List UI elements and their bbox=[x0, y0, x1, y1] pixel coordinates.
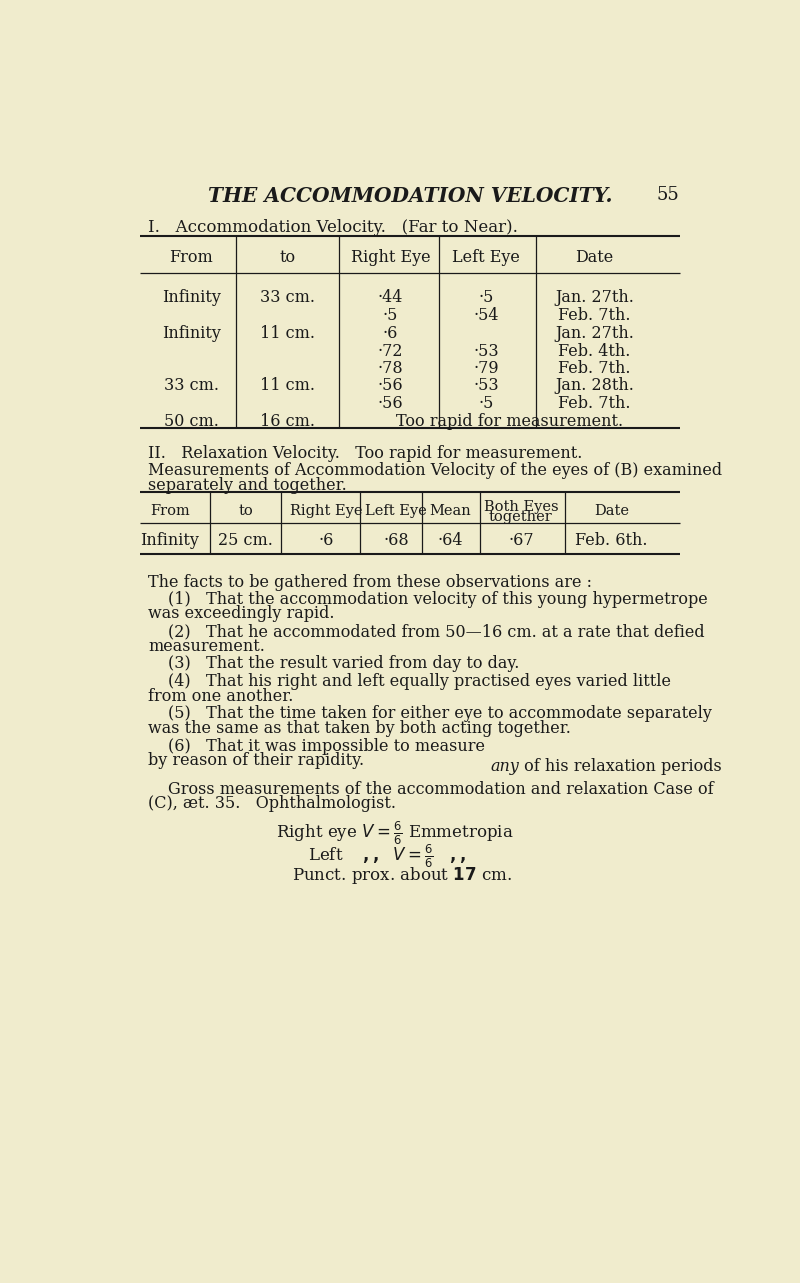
Text: I.   Accommodation Velocity.   (Far to Near).: I. Accommodation Velocity. (Far to Near)… bbox=[148, 219, 518, 236]
Text: any: any bbox=[490, 758, 519, 775]
Text: (6)   That it was impossible to measure: (6) That it was impossible to measure bbox=[168, 738, 490, 754]
Text: 33 cm.: 33 cm. bbox=[260, 290, 315, 307]
Text: ·56: ·56 bbox=[378, 377, 403, 394]
Text: Right eye $V = \frac{6}{6}$ Emmetropia: Right eye $V = \frac{6}{6}$ Emmetropia bbox=[276, 820, 514, 847]
Text: Left Eye: Left Eye bbox=[452, 249, 520, 267]
Text: Date: Date bbox=[575, 249, 614, 267]
Text: to: to bbox=[279, 249, 296, 267]
Text: Jan. 28th.: Jan. 28th. bbox=[555, 377, 634, 394]
Text: ·44: ·44 bbox=[378, 290, 403, 307]
Text: 11 cm.: 11 cm. bbox=[260, 377, 315, 394]
Text: to: to bbox=[238, 504, 253, 518]
Text: From: From bbox=[170, 249, 214, 267]
Text: ·67: ·67 bbox=[508, 532, 534, 549]
Text: by reason of their rapidity.: by reason of their rapidity. bbox=[148, 752, 364, 770]
Text: was the same as that taken by both acting together.: was the same as that taken by both actin… bbox=[148, 720, 571, 736]
Text: (1)   That the accommodation velocity of this young hypermetrope: (1) That the accommodation velocity of t… bbox=[168, 590, 708, 608]
Text: ·53: ·53 bbox=[473, 343, 498, 359]
Text: ·68: ·68 bbox=[383, 532, 409, 549]
Text: Left    $\mathbf{,,}$  $V = \frac{6}{6}$   $\mathbf{,,}$: Left $\mathbf{,,}$ $V = \frac{6}{6}$ $\m… bbox=[308, 843, 466, 870]
Text: Feb. 4th.: Feb. 4th. bbox=[558, 343, 630, 359]
Text: Gross measurements of the accommodation and relaxation Case of: Gross measurements of the accommodation … bbox=[168, 781, 714, 798]
Text: 11 cm.: 11 cm. bbox=[260, 325, 315, 341]
Text: Measurements of Accommodation Velocity of the eyes of (B) examined: Measurements of Accommodation Velocity o… bbox=[148, 462, 722, 479]
Text: ·54: ·54 bbox=[474, 307, 498, 325]
Text: 55: 55 bbox=[657, 186, 680, 204]
Text: (2)   That he accommodated from 50—16 cm. at a rate that defied: (2) That he accommodated from 50—16 cm. … bbox=[168, 622, 705, 640]
Text: of his relaxation periods: of his relaxation periods bbox=[519, 758, 722, 775]
Text: From: From bbox=[150, 504, 190, 518]
Text: Feb. 7th.: Feb. 7th. bbox=[558, 307, 630, 325]
Text: Left Eye: Left Eye bbox=[365, 504, 427, 518]
Text: Feb. 7th.: Feb. 7th. bbox=[558, 359, 630, 376]
Text: Jan. 27th.: Jan. 27th. bbox=[555, 290, 634, 307]
Text: together: together bbox=[489, 509, 553, 523]
Text: ·5: ·5 bbox=[478, 290, 494, 307]
Text: ·56: ·56 bbox=[378, 395, 403, 412]
Text: (3)   That the result varied from day to day.: (3) That the result varied from day to d… bbox=[168, 656, 519, 672]
Text: Mean: Mean bbox=[430, 504, 471, 518]
Text: (C), æt. 35.   Ophthalmologist.: (C), æt. 35. Ophthalmologist. bbox=[148, 795, 396, 812]
Text: ·5: ·5 bbox=[478, 395, 494, 412]
Text: from one another.: from one another. bbox=[148, 688, 294, 704]
Text: THE ACCOMMODATION VELOCITY.: THE ACCOMMODATION VELOCITY. bbox=[208, 186, 612, 207]
Text: Jan. 27th.: Jan. 27th. bbox=[555, 325, 634, 341]
Text: Date: Date bbox=[594, 504, 629, 518]
Text: II.   Relaxation Velocity.   Too rapid for measurement.: II. Relaxation Velocity. Too rapid for m… bbox=[148, 445, 582, 462]
Text: Infinity: Infinity bbox=[140, 532, 199, 549]
Text: (4)   That his right and left equally practised eyes varied little: (4) That his right and left equally prac… bbox=[168, 674, 671, 690]
Text: was exceedingly rapid.: was exceedingly rapid. bbox=[148, 606, 334, 622]
Text: measurement.: measurement. bbox=[148, 638, 265, 654]
Text: Punct. prox. about $\mathbf{17}$ cm.: Punct. prox. about $\mathbf{17}$ cm. bbox=[292, 866, 512, 887]
Text: Feb. 6th.: Feb. 6th. bbox=[575, 532, 648, 549]
Text: ·6: ·6 bbox=[383, 325, 398, 341]
Text: Both Eyes: Both Eyes bbox=[483, 499, 558, 513]
Text: ·78: ·78 bbox=[378, 359, 403, 376]
Text: Infinity: Infinity bbox=[162, 325, 221, 341]
Text: ·79: ·79 bbox=[473, 359, 498, 376]
Text: ·72: ·72 bbox=[378, 343, 403, 359]
Text: ·64: ·64 bbox=[438, 532, 463, 549]
Text: ·5: ·5 bbox=[383, 307, 398, 325]
Text: Feb. 7th.: Feb. 7th. bbox=[558, 395, 630, 412]
Text: Too rapid for measurement.: Too rapid for measurement. bbox=[396, 413, 622, 430]
Text: Right Eye: Right Eye bbox=[290, 504, 362, 518]
Text: (5)   That the time taken for either eye to accommodate separately: (5) That the time taken for either eye t… bbox=[168, 706, 712, 722]
Text: The facts to be gathered from these observations are :: The facts to be gathered from these obse… bbox=[148, 574, 592, 590]
Text: 33 cm.: 33 cm. bbox=[164, 377, 219, 394]
Text: ·53: ·53 bbox=[473, 377, 498, 394]
Text: ·6: ·6 bbox=[318, 532, 334, 549]
Text: separately and together.: separately and together. bbox=[148, 476, 347, 494]
Text: 50 cm.: 50 cm. bbox=[164, 413, 219, 430]
Text: 16 cm.: 16 cm. bbox=[260, 413, 315, 430]
Text: Infinity: Infinity bbox=[162, 290, 221, 307]
Text: Right Eye: Right Eye bbox=[351, 249, 430, 267]
Text: 25 cm.: 25 cm. bbox=[218, 532, 273, 549]
